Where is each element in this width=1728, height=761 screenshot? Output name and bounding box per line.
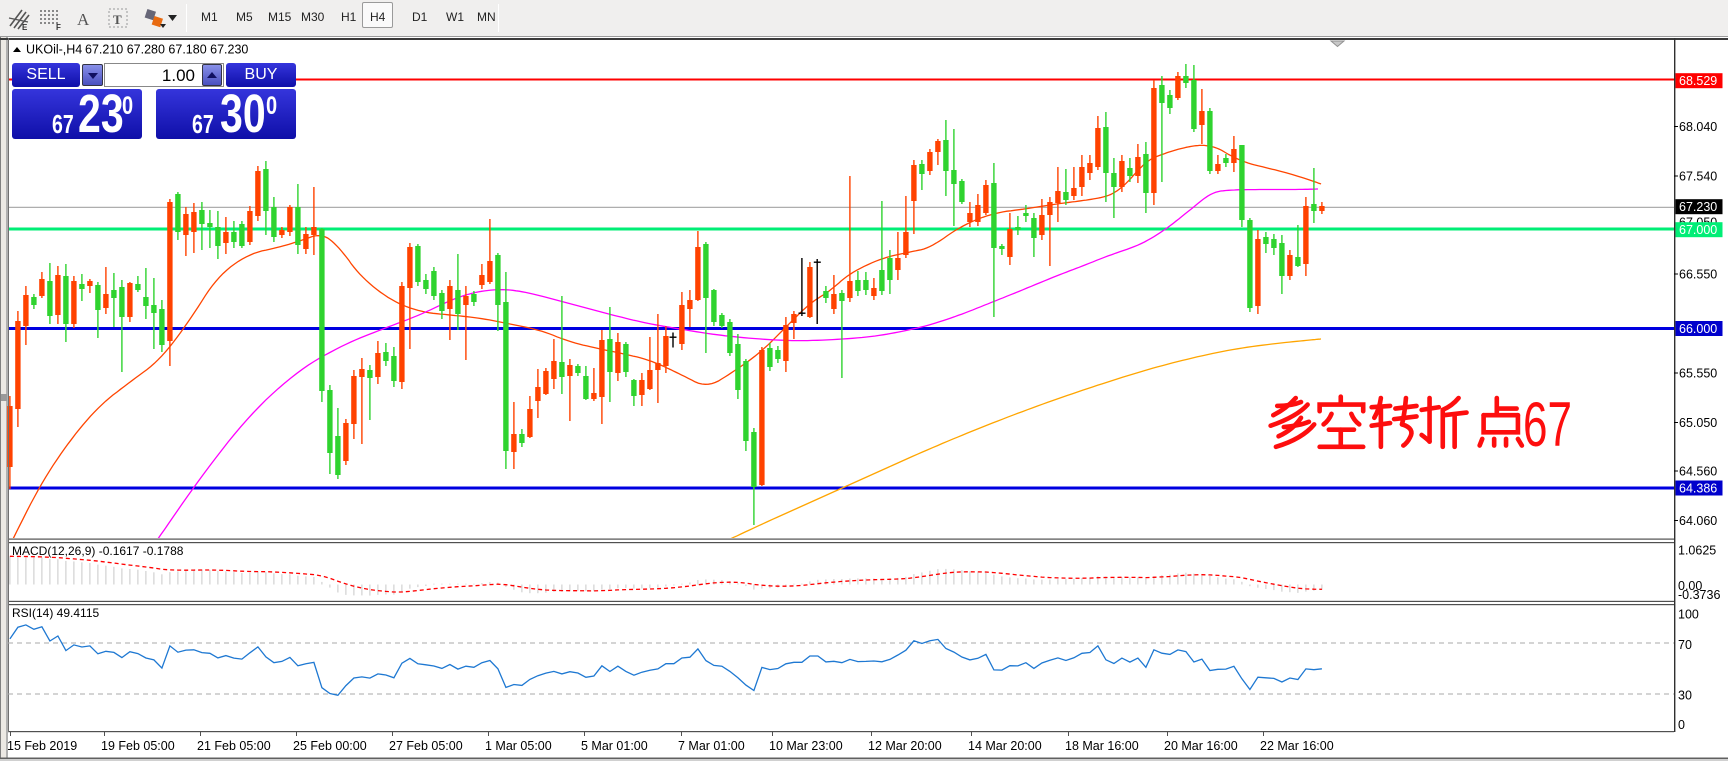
svg-text:18 Mar 16:00: 18 Mar 16:00 — [1065, 739, 1139, 753]
svg-text:T: T — [113, 12, 122, 27]
svg-text:65.050: 65.050 — [1679, 416, 1717, 430]
svg-text:30: 30 — [1678, 689, 1692, 703]
svg-text:0: 0 — [1678, 718, 1685, 732]
svg-text:0.00: 0.00 — [1678, 579, 1702, 593]
svg-text:UKOil-,H4: UKOil-,H4 — [26, 43, 82, 57]
svg-text:64.386: 64.386 — [1679, 482, 1717, 496]
svg-text:-0.3736: -0.3736 — [1678, 588, 1720, 602]
svg-text:67: 67 — [1523, 390, 1572, 460]
svg-text:22 Mar 16:00: 22 Mar 16:00 — [1260, 739, 1334, 753]
svg-text:70: 70 — [1678, 638, 1692, 652]
svg-text:67.230: 67.230 — [1679, 200, 1717, 214]
svg-text:67.210 67.280 67.180 67.230: 67.210 67.280 67.180 67.230 — [85, 43, 248, 57]
svg-text:E: E — [22, 23, 28, 32]
svg-text:19 Feb 05:00: 19 Feb 05:00 — [101, 739, 175, 753]
svg-text:F: F — [56, 23, 61, 32]
svg-text:66.550: 66.550 — [1679, 268, 1717, 282]
svg-text:5 Mar 01:00: 5 Mar 01:00 — [581, 739, 648, 753]
svg-text:1.0625: 1.0625 — [1678, 544, 1716, 558]
svg-text:RSI(14) 49.4115: RSI(14) 49.4115 — [12, 606, 99, 620]
svg-text:A: A — [77, 10, 90, 29]
svg-text:20 Mar 16:00: 20 Mar 16:00 — [1164, 739, 1238, 753]
svg-text:67.540: 67.540 — [1679, 170, 1717, 184]
svg-text:68.529: 68.529 — [1679, 74, 1717, 88]
svg-text:67.000: 67.000 — [1679, 223, 1717, 237]
svg-text:7 Mar 01:00: 7 Mar 01:00 — [678, 739, 745, 753]
svg-text:64.560: 64.560 — [1679, 465, 1717, 479]
svg-text:14 Mar 20:00: 14 Mar 20:00 — [968, 739, 1042, 753]
svg-text:25 Feb 00:00: 25 Feb 00:00 — [293, 739, 367, 753]
svg-text:12 Mar 20:00: 12 Mar 20:00 — [868, 739, 942, 753]
svg-text:66.000: 66.000 — [1679, 322, 1717, 336]
svg-text:65.550: 65.550 — [1679, 367, 1717, 381]
svg-text:100: 100 — [1678, 608, 1699, 622]
svg-text:64.060: 64.060 — [1679, 514, 1717, 528]
svg-text:1 Mar 05:00: 1 Mar 05:00 — [485, 739, 552, 753]
svg-text:68.040: 68.040 — [1679, 120, 1717, 134]
svg-text:27 Feb 05:00: 27 Feb 05:00 — [389, 739, 463, 753]
svg-text:15 Feb 2019: 15 Feb 2019 — [7, 739, 77, 753]
svg-text:10 Mar 23:00: 10 Mar 23:00 — [769, 739, 843, 753]
svg-text:21 Feb 05:00: 21 Feb 05:00 — [197, 739, 271, 753]
svg-text:MACD(12,26,9) -0.1617 -0.1788: MACD(12,26,9) -0.1617 -0.1788 — [12, 544, 184, 558]
